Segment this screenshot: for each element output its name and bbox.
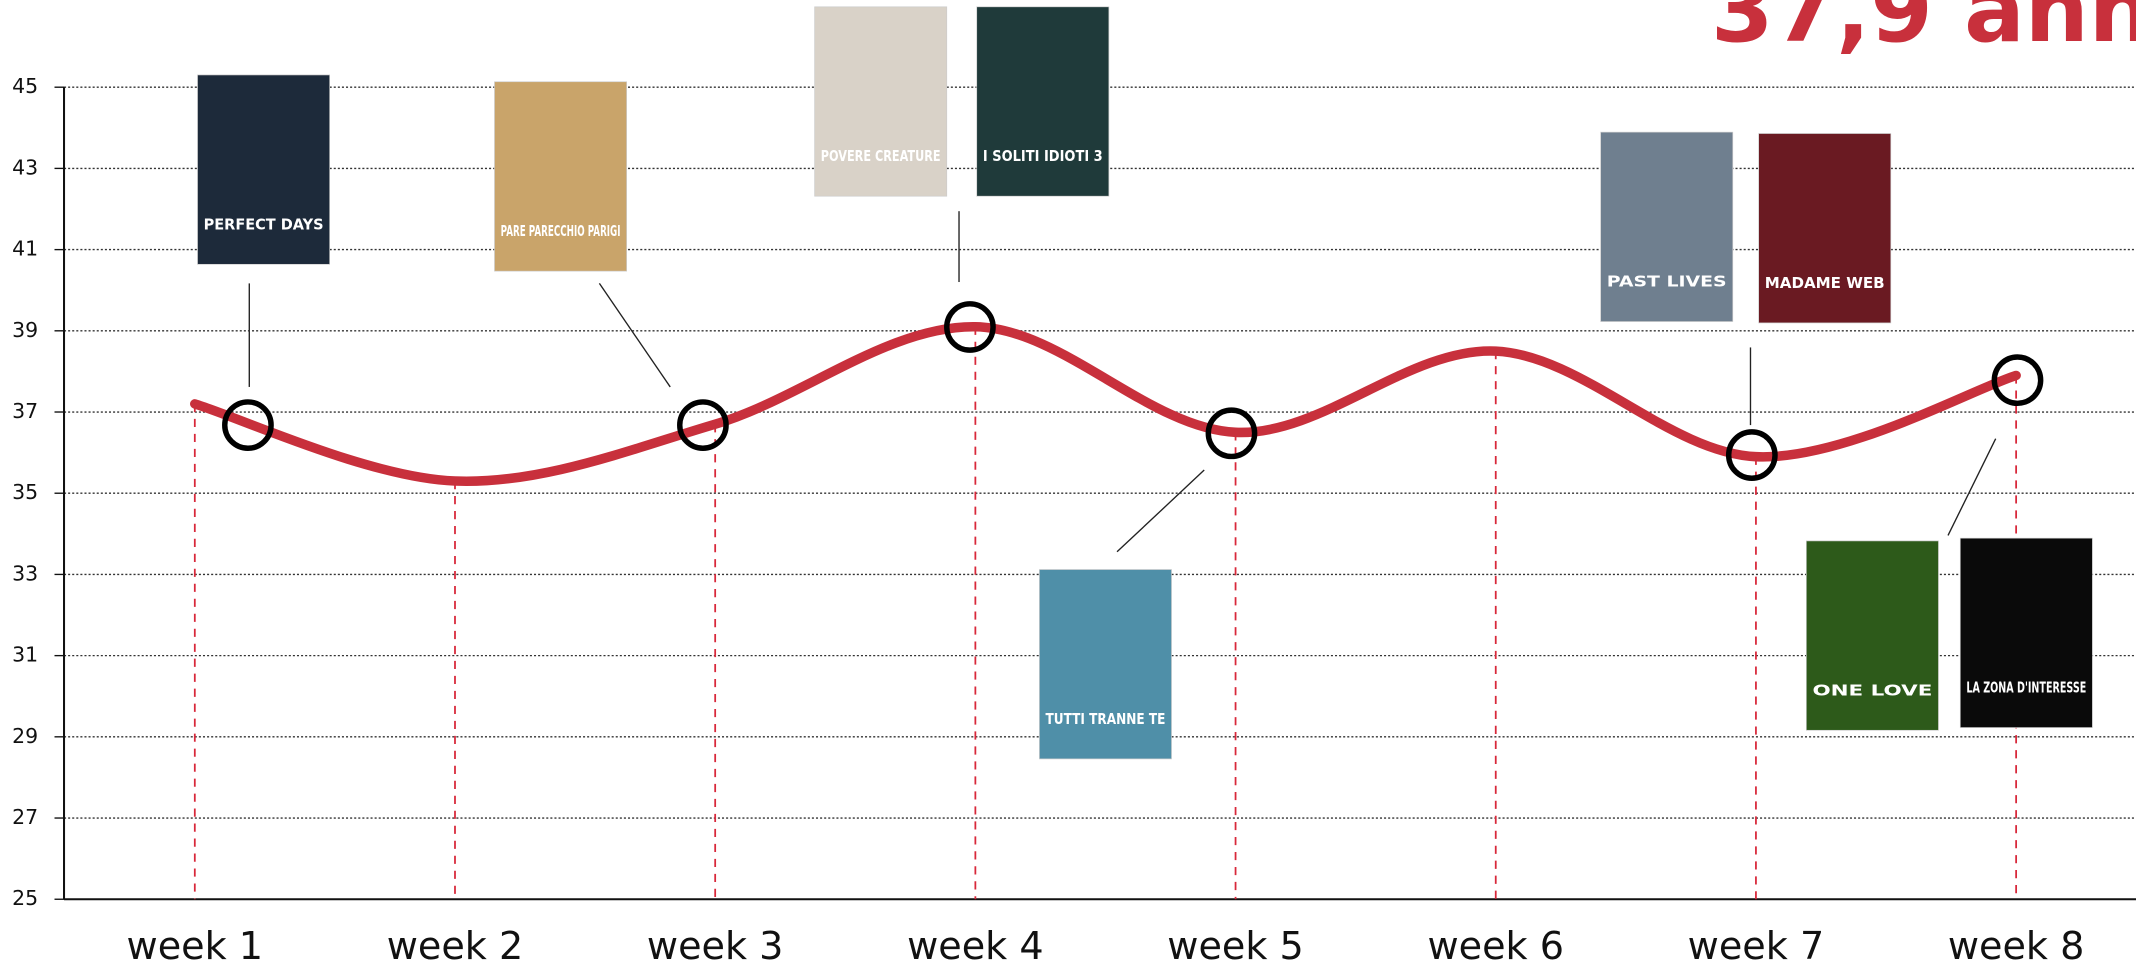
y-tick-label: 37	[12, 399, 38, 423]
connector	[598, 283, 671, 388]
poster-title: MADAME WEB	[1765, 274, 1885, 292]
y-tick-label: 29	[12, 724, 38, 748]
poster: PERFECT DAYS	[197, 74, 331, 265]
poster: LA ZONA D'INTERESSE	[1959, 537, 2093, 728]
highlight-circle	[677, 399, 729, 451]
poster-image	[494, 81, 627, 272]
x-tick-label: week 5	[1167, 924, 1304, 966]
poster-title: PERFECT DAYS	[204, 215, 324, 233]
y-tick-label: 41	[12, 237, 38, 261]
poster-title: TUTTI TRANNE TE	[1046, 710, 1166, 728]
poster-title: LA ZONA D'INTERESSE	[1966, 679, 2086, 697]
chart-title: 37,9 ann	[1711, 0, 2136, 63]
poster-image	[1805, 540, 1939, 731]
y-tick-label: 45	[12, 74, 38, 98]
y-tick-label: 27	[12, 805, 38, 829]
poster-title: ONE LOVE	[1812, 681, 1932, 699]
poster: PARE PARECCHIO PARIGI	[494, 81, 627, 272]
poster-image	[814, 6, 948, 197]
poster: I SOLITI IDIOTI 3	[976, 6, 1110, 197]
x-tick-label: week 7	[1688, 924, 1825, 966]
highlight-circle	[1991, 354, 2044, 407]
poster: MADAME WEB	[1758, 133, 1892, 324]
x-tick-label: week 1	[127, 924, 264, 966]
poster-title: PAST LIVES	[1607, 273, 1727, 291]
x-tick-label: week 3	[647, 924, 784, 966]
highlight-circle	[944, 301, 996, 353]
x-tick-label: week 8	[1948, 924, 2085, 966]
poster-image	[1959, 537, 2093, 728]
y-tick-label: 31	[12, 643, 38, 667]
poster-image	[1758, 133, 1892, 324]
poster-image	[197, 74, 331, 265]
highlight-circle	[1725, 429, 1778, 481]
poster: ONE LOVE	[1805, 540, 1939, 731]
y-tick-label: 35	[12, 480, 38, 504]
poster-image	[1600, 131, 1734, 322]
poster-title: POVERE CREATURE	[821, 147, 941, 165]
y-tick-label: 33	[12, 561, 38, 585]
x-tick-label: week 4	[907, 924, 1044, 966]
x-tick-label: week 2	[387, 924, 524, 966]
poster: PAST LIVES	[1600, 131, 1734, 322]
connectors	[248, 211, 1997, 553]
y-tick-label: 25	[12, 886, 38, 910]
poster: POVERE CREATURE	[814, 6, 948, 197]
poster: TUTTI TRANNE TE	[1039, 569, 1172, 760]
y-tick-label: 39	[12, 318, 38, 342]
y-tick-label: 43	[12, 155, 38, 179]
line	[190, 321, 2021, 487]
poster-title: PARE PARECCHIO PARIGI	[501, 222, 621, 240]
poster-title: I SOLITI IDIOTI 3	[983, 147, 1103, 165]
x-tick-label: week 6	[1427, 924, 1564, 966]
highlight-circle	[1205, 407, 1258, 460]
connector	[1116, 469, 1205, 553]
poster-image	[976, 6, 1110, 197]
poster-image	[1039, 569, 1172, 760]
highlight-circle	[222, 399, 274, 451]
connector	[1947, 438, 1997, 536]
